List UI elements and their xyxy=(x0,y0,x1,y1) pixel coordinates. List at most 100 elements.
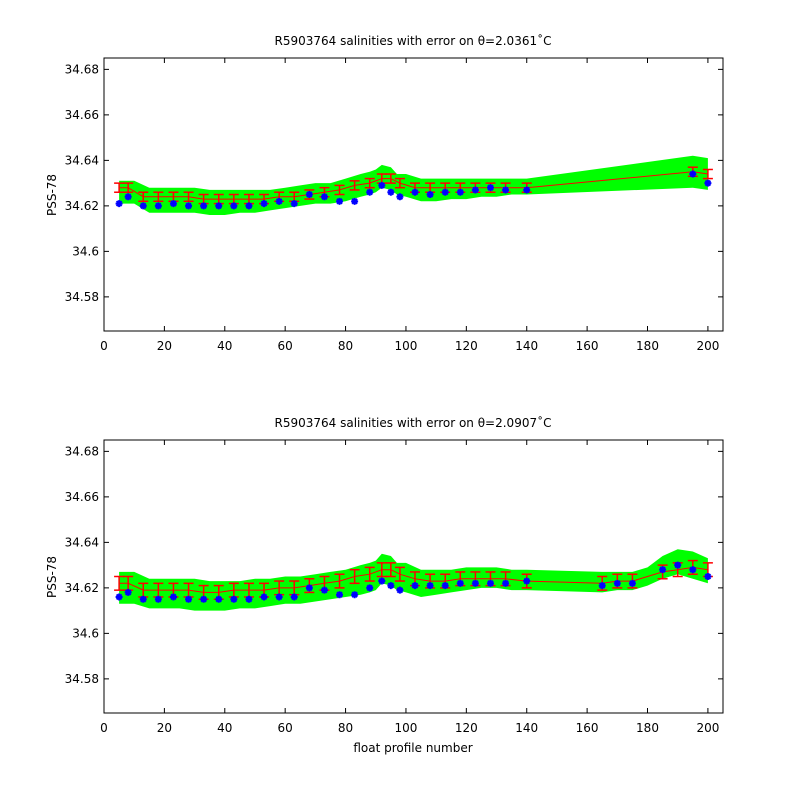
float-salinity-point xyxy=(154,595,162,603)
float-salinity-point xyxy=(200,595,208,603)
error-band xyxy=(119,155,708,215)
float-salinity-point xyxy=(689,566,697,574)
x-tick-label: 20 xyxy=(157,721,172,735)
top-plot-y-ticks: 34.58 34.6 34.62 34.64 34.66 34.68 xyxy=(65,62,723,304)
bottom-plot-frame xyxy=(103,439,724,714)
x-tick-label: 140 xyxy=(515,339,538,353)
float-salinity-point xyxy=(502,186,510,194)
float-salinity-point xyxy=(139,595,147,603)
top-plot-title: R5903764 salinities with error on θ=2.03… xyxy=(275,33,552,48)
y-tick-label: 34.64 xyxy=(65,153,99,167)
top-plot-frame xyxy=(103,57,724,332)
float-salinity-point xyxy=(378,577,386,585)
float-salinity-point xyxy=(426,582,434,590)
bottom-salinity-plot: R5903764 salinities with error on θ=2.09… xyxy=(45,415,724,755)
float-salinity-point xyxy=(523,186,531,194)
x-tick-label: 200 xyxy=(696,721,719,735)
float-salinity-point xyxy=(305,191,313,198)
x-tick-label: 160 xyxy=(576,339,599,353)
x-tick-label: 80 xyxy=(338,721,353,735)
float-salinity-point xyxy=(185,595,193,603)
float-salinity-point xyxy=(674,561,682,569)
bottom-plot-title: R5903764 salinities with error on θ=2.09… xyxy=(275,415,552,430)
y-tick-label: 34.58 xyxy=(65,672,99,686)
float-salinity-point xyxy=(396,586,404,594)
float-salinity-point xyxy=(320,586,328,594)
bottom-plot-y-axis-label: PSS-78 xyxy=(45,556,59,598)
float-salinity-point xyxy=(124,588,132,596)
y-tick-label: 34.58 xyxy=(65,290,99,304)
float-salinity-point xyxy=(471,579,479,587)
float-salinity-point xyxy=(230,595,238,603)
float-salinity-point xyxy=(456,579,464,587)
float-salinity-point xyxy=(523,577,531,585)
x-tick-label: 80 xyxy=(338,339,353,353)
float-salinity-point xyxy=(275,593,283,601)
float-salinity-point xyxy=(290,593,298,601)
bottom-plot-x-axis-label: float profile number xyxy=(353,741,472,755)
float-salinity-point xyxy=(387,188,395,196)
float-salinity-point xyxy=(260,593,268,601)
y-tick-label: 34.66 xyxy=(65,490,99,504)
y-tick-label: 34.68 xyxy=(65,62,99,76)
y-tick-label: 34.62 xyxy=(65,581,99,595)
y-tick-label: 34.64 xyxy=(65,535,99,549)
float-salinity-point xyxy=(185,202,193,210)
float-salinity-point xyxy=(215,202,223,210)
y-tick-label: 34.6 xyxy=(72,244,99,258)
float-salinity-point xyxy=(704,179,712,187)
float-salinity-point xyxy=(305,584,313,592)
float-salinity-point xyxy=(441,582,449,590)
top-salinity-plot: R5903764 salinities with error on θ=2.03… xyxy=(45,33,724,353)
float-salinity-point xyxy=(411,188,419,196)
float-salinity-point xyxy=(169,593,177,601)
float-salinity-point xyxy=(230,202,238,210)
x-tick-label: 0 xyxy=(100,721,108,735)
x-tick-label: 100 xyxy=(394,721,417,735)
float-salinity-point xyxy=(215,595,223,603)
mapped-salinity-line xyxy=(119,566,708,593)
x-tick-label: 180 xyxy=(636,721,659,735)
float-salinity-point xyxy=(320,193,328,201)
float-salinity-point xyxy=(336,591,344,599)
float-salinity-point xyxy=(169,200,177,208)
y-tick-label: 34.6 xyxy=(72,626,99,640)
float-salinity-point xyxy=(659,566,667,574)
float-salinity-point xyxy=(387,582,395,590)
y-tick-label: 34.62 xyxy=(65,199,99,213)
float-salinity-point xyxy=(378,181,386,189)
float-salinity-point xyxy=(502,579,510,587)
top-plot-area xyxy=(114,155,713,215)
x-tick-label: 180 xyxy=(636,339,659,353)
float-salinity-point xyxy=(598,582,606,590)
x-tick-label: 160 xyxy=(576,721,599,735)
x-tick-label: 100 xyxy=(394,339,417,353)
y-tick-label: 34.68 xyxy=(65,444,99,458)
float-salinity-point xyxy=(115,593,123,601)
x-tick-label: 40 xyxy=(217,339,232,353)
float-salinity-point xyxy=(115,200,123,208)
top-plot-y-axis-label: PSS-78 xyxy=(45,174,59,216)
float-salinity-point xyxy=(704,573,712,580)
float-salinity-point xyxy=(471,186,479,194)
float-salinity-point xyxy=(366,584,374,592)
x-tick-label: 120 xyxy=(455,339,478,353)
bottom-plot-area xyxy=(114,549,713,611)
float-salinity-point xyxy=(351,197,359,205)
bottom-plot-y-ticks: 34.58 34.6 34.62 34.64 34.66 34.68 xyxy=(65,444,723,686)
float-salinity-point xyxy=(336,197,344,205)
x-tick-label: 20 xyxy=(157,339,172,353)
x-tick-label: 200 xyxy=(696,339,719,353)
float-salinity-point xyxy=(139,202,147,210)
float-salinity-point xyxy=(486,184,494,192)
float-salinity-point xyxy=(154,202,162,210)
float-salinity-point xyxy=(245,595,253,603)
float-salinity-point xyxy=(200,202,208,210)
x-tick-label: 60 xyxy=(278,339,293,353)
x-tick-label: 120 xyxy=(455,721,478,735)
float-salinity-point xyxy=(351,591,359,599)
float-salinity-point xyxy=(628,579,636,587)
float-salinity-point xyxy=(689,170,697,178)
float-salinity-point xyxy=(260,200,268,208)
